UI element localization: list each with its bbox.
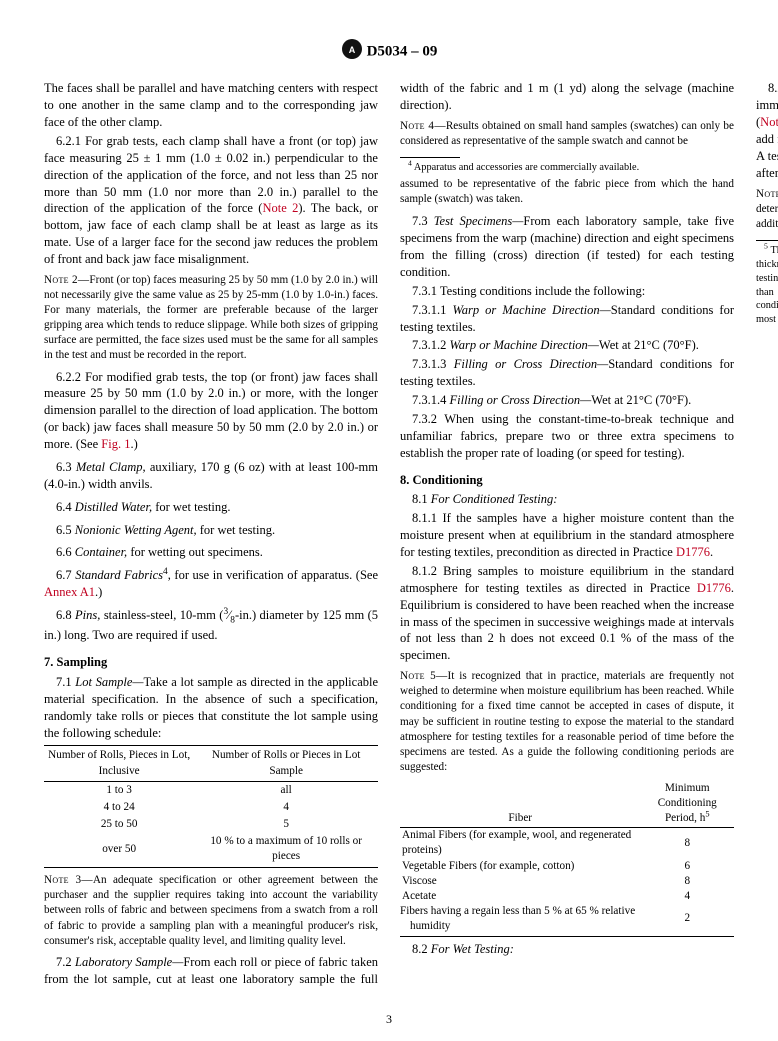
para-7-3-2: 7.3.2 When using the constant-time-to-br… bbox=[400, 411, 734, 462]
table-row: over 5010 % to a maximum of 10 rolls or … bbox=[44, 833, 378, 868]
para-7-3-1-3: 7.3.1.3 Filling or Cross Direction—Stand… bbox=[400, 356, 734, 390]
svg-text:A: A bbox=[348, 45, 355, 55]
note6-ref[interactable]: Note 6 bbox=[760, 115, 778, 129]
note2-ref[interactable]: Note 2 bbox=[262, 201, 298, 215]
section-7-title: 7. Sampling bbox=[44, 654, 378, 671]
para-7-1: 7.1 Lot Sample—Take a lot sample as dire… bbox=[44, 674, 378, 742]
para-7-3: 7.3 Test Specimens—From each laboratory … bbox=[400, 213, 734, 281]
para-6-6: 6.6 Container, for wetting out specimens… bbox=[44, 544, 378, 561]
col-header: Fiber bbox=[400, 780, 640, 828]
table-row: 4 to 244 bbox=[44, 799, 378, 816]
table-row: 1 to 3all bbox=[44, 781, 378, 799]
section-8-title: 8. Conditioning bbox=[400, 472, 734, 489]
para-8-1-2: 8.1.2 Bring samples to moisture equilibr… bbox=[400, 563, 734, 664]
footnote-block-left: 4 Apparatus and accessories are commerci… bbox=[400, 157, 734, 175]
para-7-3-1-1: 7.3.1.1 Warp or Machine Direction—Standa… bbox=[400, 302, 734, 336]
para-7-3-1-2: 7.3.1.2 Warp or Machine Direction—Wet at… bbox=[400, 337, 734, 354]
para-7-3-1: 7.3.1 Testing conditions include the fol… bbox=[400, 283, 734, 300]
para-7-3-1-4: 7.3.1.4 Filling or Cross Direction—Wet a… bbox=[400, 392, 734, 409]
note-4: Note 4—Results obtained on small hand sa… bbox=[400, 119, 734, 149]
table-row: Viscose8 bbox=[400, 874, 734, 889]
para-6-8: 6.8 Pins, stainless-steel, 10-mm (3⁄8-in… bbox=[44, 607, 378, 644]
col-header: Minimum Conditioning Period, h5 bbox=[640, 780, 734, 828]
header: A D5034 – 09 bbox=[44, 38, 734, 66]
body-columns: The faces shall be parallel and have mat… bbox=[44, 80, 734, 990]
para-6-2-1: 6.2.1 For grab tests, each clamp shall h… bbox=[44, 133, 378, 268]
para-6-3: 6.3 Metal Clamp, auxiliary, 170 g (6 oz)… bbox=[44, 459, 378, 493]
para-8-1-1: 8.1.1 If the samples have a higher moist… bbox=[400, 510, 734, 561]
designation: D5034 – 09 bbox=[367, 44, 438, 60]
note-2: Note 2—Front (or top) faces measuring 25… bbox=[44, 273, 378, 364]
table-row: Vegetable Fibers (for example, cotton)6 bbox=[400, 859, 734, 874]
annex-ref[interactable]: Annex A1 bbox=[44, 585, 95, 599]
conditioning-table: Fiber Minimum Conditioning Period, h5 An… bbox=[400, 780, 734, 937]
page: A D5034 – 09 The faces shall be parallel… bbox=[0, 0, 778, 1041]
para-8-2-1: 8.2.1 Specimens to be tested in the wet … bbox=[756, 80, 778, 181]
note4-cont: assumed to be representative of the fabr… bbox=[400, 177, 734, 207]
table-row: Fibers having a regain less than 5 % at … bbox=[400, 904, 734, 937]
footnote-5: 5 These periods are approximate and appl… bbox=[756, 244, 778, 327]
note-6: Note 6—The material has been thoroughly … bbox=[756, 187, 778, 232]
para-6-2-2: 6.2.2 For modified grab tests, the top (… bbox=[44, 369, 378, 453]
para-6-7: 6.7 Standard Fabrics4, for use in verifi… bbox=[44, 567, 378, 601]
d1776-ref-2[interactable]: D1776 bbox=[697, 581, 731, 595]
note-5: Note 5—It is recognized that in practice… bbox=[400, 669, 734, 775]
footnote-block-right: 5 These periods are approximate and appl… bbox=[756, 240, 778, 327]
table-row: Acetate4 bbox=[400, 889, 734, 904]
sampling-table: Number of Rolls, Pieces in Lot, Inclusiv… bbox=[44, 745, 378, 868]
page-number: 3 bbox=[0, 1011, 778, 1027]
astm-logo: A bbox=[341, 38, 363, 66]
para-6-4: 6.4 Distilled Water, for wet testing. bbox=[44, 499, 378, 516]
table-row: 25 to 505 bbox=[44, 816, 378, 833]
para-8-2: 8.2 For Wet Testing: bbox=[400, 941, 734, 958]
para-faces: The faces shall be parallel and have mat… bbox=[44, 80, 378, 131]
d1776-ref[interactable]: D1776 bbox=[676, 545, 710, 559]
footnote-4: 4 Apparatus and accessories are commerci… bbox=[400, 161, 734, 175]
para-6-5: 6.5 Nonionic Wetting Agent, for wet test… bbox=[44, 522, 378, 539]
col-header: Number of Rolls or Pieces in Lot Sample bbox=[194, 746, 378, 781]
table-row: Animal Fibers (for example, wool, and re… bbox=[400, 828, 734, 859]
fig1-ref[interactable]: Fig. 1 bbox=[101, 437, 130, 451]
para-8-1: 8.1 For Conditioned Testing: bbox=[400, 491, 734, 508]
col-header: Number of Rolls, Pieces in Lot, Inclusiv… bbox=[44, 746, 194, 781]
note-3: Note 3—An adequate specification or othe… bbox=[44, 873, 378, 949]
